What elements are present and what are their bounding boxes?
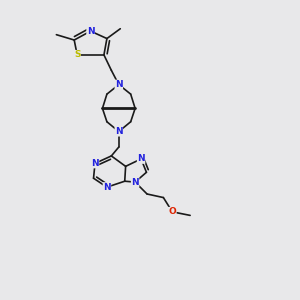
Text: N: N <box>103 183 111 192</box>
Text: O: O <box>168 207 176 216</box>
Text: S: S <box>74 50 80 59</box>
Text: N: N <box>131 178 139 187</box>
Text: N: N <box>91 159 99 168</box>
Text: N: N <box>137 154 145 164</box>
Text: N: N <box>115 80 123 89</box>
Text: N: N <box>115 127 123 136</box>
Text: N: N <box>87 27 94 36</box>
